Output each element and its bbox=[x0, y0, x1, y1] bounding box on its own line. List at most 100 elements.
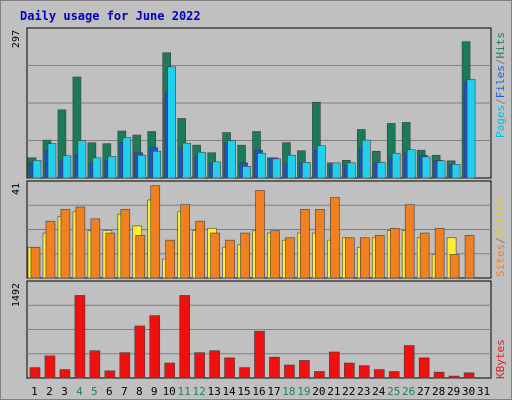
xtick-label-27: 27 bbox=[417, 385, 430, 398]
bar-kbytes-16 bbox=[254, 330, 265, 379]
bar-sites-6 bbox=[105, 232, 116, 279]
bar-kbytes-15 bbox=[239, 367, 250, 379]
xtick-label-4: 4 bbox=[76, 385, 83, 398]
bar-pages-28 bbox=[436, 160, 446, 179]
bar-kbytes-6 bbox=[104, 370, 116, 379]
bar-pages-7 bbox=[122, 137, 132, 179]
bar-sites-4 bbox=[75, 206, 86, 279]
bar-kbytes-20 bbox=[314, 371, 325, 379]
bar-pages-3 bbox=[62, 155, 72, 179]
bar-kbytes-2 bbox=[44, 355, 56, 379]
bar-kbytes-3 bbox=[59, 369, 71, 379]
bar-pages-23 bbox=[361, 139, 371, 179]
bar-sites-26 bbox=[404, 204, 415, 279]
bar-pages-16 bbox=[257, 152, 266, 179]
xtick-label-22: 22 bbox=[342, 385, 355, 398]
bar-pages-5 bbox=[92, 157, 102, 179]
bar-pages-12 bbox=[197, 151, 206, 179]
bar-sites-2 bbox=[45, 220, 56, 279]
bar-sites-18 bbox=[285, 237, 295, 279]
bar-sites-25 bbox=[389, 228, 400, 279]
bar-kbytes-7 bbox=[119, 352, 131, 379]
xtick-label-16: 16 bbox=[252, 385, 265, 398]
bar-pages-8 bbox=[137, 154, 147, 179]
bar-sites-1 bbox=[30, 246, 41, 279]
bar-sites-29 bbox=[449, 254, 460, 279]
xtick-label-8: 8 bbox=[136, 385, 143, 398]
bar-pages-15 bbox=[242, 166, 251, 179]
bar-pages-20 bbox=[317, 145, 326, 179]
legend-entry: Visits bbox=[494, 198, 507, 238]
xtick-label-12: 12 bbox=[193, 385, 206, 398]
xtick-label-1: 1 bbox=[31, 385, 38, 398]
ytick-label-middle: 41 bbox=[11, 183, 22, 195]
ytick-label-bottom: 1492 bbox=[11, 283, 22, 307]
bar-sites-14 bbox=[225, 239, 235, 279]
bar-pages-17 bbox=[272, 158, 281, 179]
xtick-label-31: 31 bbox=[477, 385, 490, 398]
bar-sites-20 bbox=[315, 209, 325, 279]
xtick-label-28: 28 bbox=[432, 385, 445, 398]
bar-sites-22 bbox=[345, 237, 355, 279]
bar-sites-11 bbox=[180, 204, 190, 279]
legend-middle: Sites/Visits bbox=[494, 198, 507, 278]
bar-pages-29 bbox=[451, 164, 461, 179]
bar-sites-8 bbox=[135, 235, 146, 279]
bar-sites-28 bbox=[434, 228, 445, 279]
bar-pages-30 bbox=[466, 79, 476, 179]
xtick-label-30: 30 bbox=[462, 385, 475, 398]
bar-pages-13 bbox=[212, 161, 221, 179]
xtick-label-3: 3 bbox=[61, 385, 68, 398]
bar-kbytes-25 bbox=[388, 371, 400, 379]
bar-pages-14 bbox=[227, 140, 236, 179]
xtick-label-14: 14 bbox=[222, 385, 236, 398]
legend-top: Pages/Files/Hits bbox=[494, 32, 507, 138]
ytick-label-top: 297 bbox=[11, 30, 22, 48]
bar-pages-11 bbox=[182, 142, 191, 179]
bar-pages-18 bbox=[287, 154, 296, 179]
xtick-label-6: 6 bbox=[106, 385, 113, 398]
bar-kbytes-28 bbox=[433, 371, 445, 379]
legend-entry: Hits bbox=[494, 32, 507, 59]
legend-entry: Sites bbox=[494, 244, 507, 277]
xtick-label-23: 23 bbox=[357, 385, 370, 398]
bar-kbytes-19 bbox=[299, 360, 310, 379]
legend-entry: KBytes bbox=[494, 339, 507, 379]
xtick-label-25: 25 bbox=[387, 385, 400, 398]
bar-pages-26 bbox=[406, 149, 416, 179]
xtick-label-21: 21 bbox=[327, 385, 340, 398]
bar-kbytes-22 bbox=[344, 362, 355, 379]
bar-kbytes-21 bbox=[329, 351, 340, 379]
bar-pages-22 bbox=[347, 162, 356, 179]
bar-pages-21 bbox=[332, 162, 341, 179]
xtick-label-2: 2 bbox=[46, 385, 53, 398]
bar-sites-3 bbox=[60, 209, 71, 279]
xtick-label-17: 17 bbox=[267, 385, 280, 398]
bar-sites-17 bbox=[270, 230, 280, 279]
xtick-label-13: 13 bbox=[207, 385, 220, 398]
bar-pages-19 bbox=[302, 162, 311, 179]
xtick-label-20: 20 bbox=[312, 385, 325, 398]
bar-pages-9 bbox=[152, 150, 162, 179]
xtick-label-26: 26 bbox=[402, 385, 415, 398]
bar-kbytes-17 bbox=[269, 356, 280, 379]
bar-kbytes-4 bbox=[74, 295, 86, 379]
bar-kbytes-30 bbox=[463, 372, 475, 379]
bar-kbytes-26 bbox=[403, 345, 415, 379]
legend-entry: / bbox=[494, 59, 507, 66]
bar-kbytes-10 bbox=[164, 362, 176, 379]
bar-kbytes-12 bbox=[194, 352, 205, 379]
bar-kbytes-29 bbox=[448, 375, 460, 379]
bar-sites-30 bbox=[464, 235, 475, 279]
bar-pages-6 bbox=[107, 155, 117, 179]
bar-pages-2 bbox=[47, 143, 57, 179]
bar-kbytes-5 bbox=[89, 350, 101, 379]
bar-sites-9 bbox=[150, 185, 161, 279]
bar-sites-7 bbox=[120, 209, 131, 279]
legend-entry: / bbox=[494, 98, 507, 105]
xtick-label-15: 15 bbox=[237, 385, 250, 398]
legend-entry: Files bbox=[494, 65, 507, 98]
legend-entry: / bbox=[494, 237, 507, 244]
